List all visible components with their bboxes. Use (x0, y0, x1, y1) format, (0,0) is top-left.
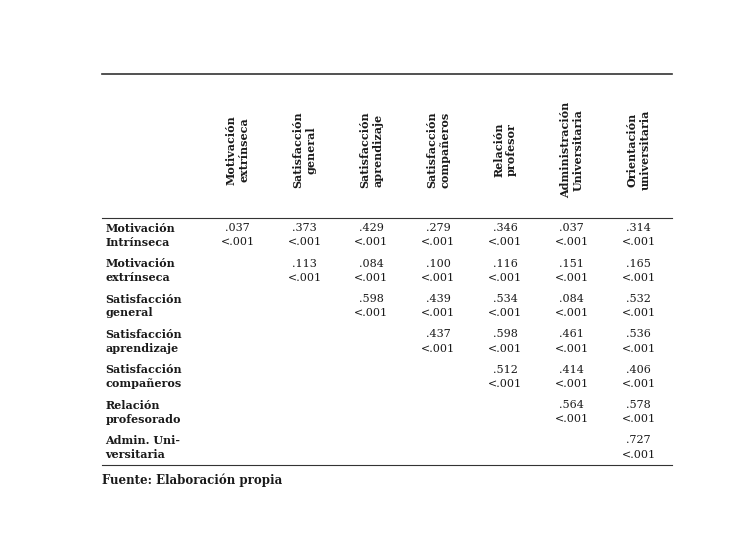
Text: .532: .532 (626, 294, 651, 304)
Text: <.001: <.001 (622, 379, 656, 389)
Text: .536: .536 (626, 329, 651, 339)
Text: <.001: <.001 (555, 379, 589, 389)
Text: .598: .598 (358, 294, 384, 304)
Text: .037: .037 (560, 224, 584, 233)
Text: Relación
profesor: Relación profesor (493, 122, 517, 177)
Text: .564: .564 (560, 400, 584, 410)
Text: Satisfacción
aprendizaje: Satisfacción aprendizaje (105, 329, 182, 354)
Text: .406: .406 (626, 365, 651, 375)
Text: Satisfacción
aprendizaje: Satisfacción aprendizaje (359, 112, 383, 188)
Text: <.001: <.001 (555, 414, 589, 424)
Text: .279: .279 (426, 224, 451, 233)
Text: .437: .437 (426, 329, 451, 339)
Text: <.001: <.001 (354, 308, 388, 318)
Text: .461: .461 (560, 329, 584, 339)
Text: <.001: <.001 (622, 308, 656, 318)
Text: Motivación
Intrínseca: Motivación Intrínseca (105, 223, 175, 248)
Text: Motivación
extrínseca: Motivación extrínseca (105, 258, 175, 283)
Text: <.001: <.001 (555, 238, 589, 248)
Text: .512: .512 (493, 365, 517, 375)
Text: .151: .151 (560, 259, 584, 269)
Text: <.001: <.001 (622, 414, 656, 424)
Text: <.001: <.001 (555, 344, 589, 353)
Text: <.001: <.001 (354, 238, 388, 248)
Text: <.001: <.001 (354, 273, 388, 283)
Text: <.001: <.001 (622, 344, 656, 353)
Text: .534: .534 (493, 294, 517, 304)
Text: .165: .165 (626, 259, 651, 269)
Text: <.001: <.001 (488, 379, 522, 389)
Text: Orientación
universitaria: Orientación universitaria (627, 110, 650, 190)
Text: Administración
Universitaria: Administración Universitaria (560, 102, 584, 198)
Text: .439: .439 (426, 294, 451, 304)
Text: <.001: <.001 (488, 308, 522, 318)
Text: .373: .373 (292, 224, 316, 233)
Text: .116: .116 (493, 259, 517, 269)
Text: <.001: <.001 (220, 238, 255, 248)
Text: <.001: <.001 (622, 273, 656, 283)
Text: .727: .727 (626, 435, 651, 446)
Text: <.001: <.001 (421, 238, 455, 248)
Text: Relación
profesorado: Relación profesorado (105, 400, 181, 424)
Text: .037: .037 (225, 224, 250, 233)
Text: .598: .598 (493, 329, 517, 339)
Text: .314: .314 (626, 224, 651, 233)
Text: .414: .414 (560, 365, 584, 375)
Text: <.001: <.001 (555, 273, 589, 283)
Text: .346: .346 (493, 224, 517, 233)
Text: Satisfacción
general: Satisfacción general (292, 112, 316, 188)
Text: .084: .084 (560, 294, 584, 304)
Text: .113: .113 (292, 259, 317, 269)
Text: Satisfacción
compañeros: Satisfacción compañeros (426, 112, 450, 188)
Text: .084: .084 (358, 259, 384, 269)
Text: Satisfacción
general: Satisfacción general (105, 294, 182, 319)
Text: Admin. Uni-
versitaria: Admin. Uni- versitaria (105, 435, 180, 460)
Text: Fuente: Elaboración propia: Fuente: Elaboración propia (103, 473, 283, 487)
Text: <.001: <.001 (488, 273, 522, 283)
Text: <.001: <.001 (421, 273, 455, 283)
Text: <.001: <.001 (287, 238, 322, 248)
Text: <.001: <.001 (488, 344, 522, 353)
Text: <.001: <.001 (622, 449, 656, 459)
Text: <.001: <.001 (555, 308, 589, 318)
Text: <.001: <.001 (421, 308, 455, 318)
Text: Motivación
extrínseca: Motivación extrínseca (226, 115, 250, 185)
Text: <.001: <.001 (488, 238, 522, 248)
Text: .100: .100 (426, 259, 451, 269)
Text: <.001: <.001 (622, 238, 656, 248)
Text: <.001: <.001 (421, 344, 455, 353)
Text: Satisfacción
compañeros: Satisfacción compañeros (105, 364, 182, 389)
Text: <.001: <.001 (287, 273, 322, 283)
Text: .429: .429 (358, 224, 384, 233)
Text: .578: .578 (626, 400, 651, 410)
